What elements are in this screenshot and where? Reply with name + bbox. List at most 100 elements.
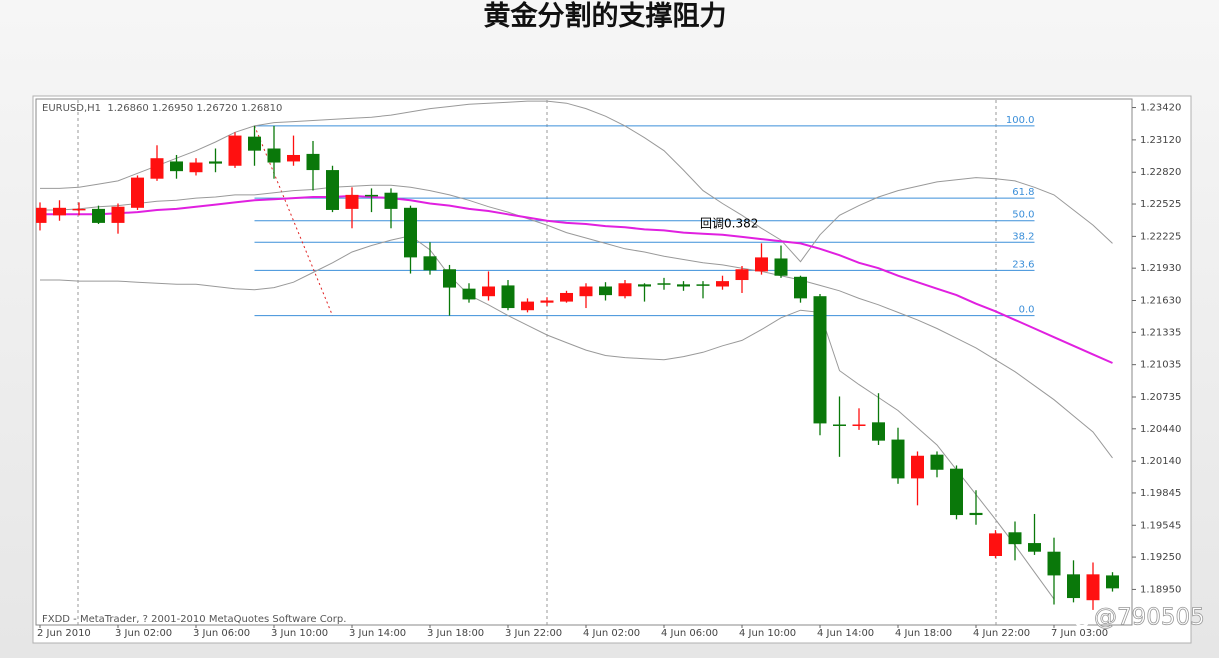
- y-tick-label: 1.18950: [1140, 584, 1181, 595]
- y-tick-label: 1.21335: [1140, 327, 1181, 338]
- candle-body: [677, 284, 690, 287]
- x-tick-label: 4 Jun 10:00: [739, 628, 796, 639]
- x-tick-label: 7 Jun 03:00: [1051, 628, 1108, 639]
- candle-body: [111, 206, 125, 223]
- x-tick-label: 3 Jun 10:00: [271, 628, 328, 639]
- candle-body: [189, 162, 203, 173]
- x-tick-label: 4 Jun 14:00: [817, 628, 874, 639]
- x-tick-label: 3 Jun 06:00: [193, 628, 250, 639]
- x-tick-label: 4 Jun 18:00: [895, 628, 952, 639]
- candle-body: [131, 177, 144, 208]
- fib-level-label: 23.6: [1012, 259, 1034, 270]
- fib-level-label: 61.8: [1012, 187, 1034, 198]
- x-tick-label: 3 Jun 02:00: [115, 628, 172, 639]
- candle-body: [657, 283, 671, 285]
- fib-trendline: [254, 125, 333, 316]
- y-tick-label: 1.20440: [1140, 424, 1181, 435]
- y-tick-label: 1.19845: [1140, 488, 1181, 499]
- candle-body: [989, 533, 1002, 557]
- candle-body: [930, 454, 944, 470]
- candle-body: [53, 207, 66, 216]
- x-tick-label: 4 Jun 22:00: [973, 628, 1030, 639]
- candle-body: [482, 286, 495, 297]
- candle-body: [891, 439, 905, 479]
- indicator-line: [40, 235, 1055, 600]
- axes: 1.23420 1.23120 1.22820 1.22525 1.22225 1.219…: [37, 103, 1181, 639]
- candle-body: [911, 455, 924, 479]
- indicator-line: [40, 194, 1113, 364]
- candle-body: [599, 286, 612, 296]
- candle-body: [423, 256, 437, 271]
- candle-body: [833, 424, 846, 426]
- candle-body: [813, 296, 827, 424]
- x-tick-label: 2 Jun 2010: [37, 628, 91, 639]
- candle-body: [462, 288, 476, 300]
- y-tick-label: 1.19545: [1140, 520, 1181, 531]
- candle-body: [560, 292, 573, 302]
- annotation: 回调0.382: [700, 217, 758, 231]
- candle-body: [696, 284, 710, 286]
- candle-body: [1028, 543, 1041, 552]
- candle-body: [872, 422, 885, 441]
- candle-body: [365, 194, 378, 197]
- candle-body: [950, 468, 963, 516]
- candle-body: [345, 194, 359, 209]
- candle-body: [384, 192, 398, 209]
- x-tick-label: 4 Jun 02:00: [583, 628, 640, 639]
- candle-body: [209, 161, 222, 164]
- candle-body: [755, 257, 768, 272]
- candle-body: [287, 154, 300, 162]
- plot-area: 100.0 61.8 50.0 38.2 23.6 0.0: [36, 100, 1119, 610]
- candle-body: [1008, 532, 1022, 545]
- candle-body: [248, 136, 261, 151]
- y-tick-label: 1.22820: [1140, 167, 1181, 178]
- fib-level-label: 38.2: [1012, 231, 1034, 242]
- y-tick-label: 1.23120: [1140, 135, 1181, 146]
- candle-body: [540, 300, 554, 303]
- fib-level-label: 100.0: [1006, 115, 1035, 126]
- candle-body: [716, 281, 729, 287]
- candle-body: [404, 207, 417, 258]
- indicator-line: [40, 100, 1113, 263]
- y-tick-label: 1.21035: [1140, 360, 1181, 371]
- y-tick-label: 1.21930: [1140, 263, 1181, 274]
- x-tick-label: 4 Jun 06:00: [661, 628, 718, 639]
- candle-body: [228, 135, 242, 166]
- candle-body: [969, 512, 983, 516]
- x-tick-label: 3 Jun 22:00: [505, 628, 562, 639]
- candle-body: [521, 301, 534, 311]
- y-tick-label: 1.23420: [1140, 103, 1181, 114]
- chart-footer: FXDD - MetaTrader, ? 2001-2010 MetaQuote…: [42, 614, 346, 625]
- candle-body: [92, 208, 105, 223]
- watermark: @790505: [1094, 605, 1205, 631]
- plot-frame: [35, 98, 1133, 626]
- candle-body: [326, 170, 339, 210]
- candle-body: [1106, 575, 1119, 589]
- x-tick-label: 3 Jun 18:00: [427, 628, 484, 639]
- candle-body: [618, 283, 632, 297]
- watermark-icon: [1073, 609, 1091, 627]
- chart-header: EURUSD,H1 1.26860 1.26950 1.26720 1.2681…: [42, 103, 282, 114]
- indicator-line: [40, 184, 1113, 459]
- candle-body: [852, 424, 866, 426]
- candle-body: [150, 158, 164, 179]
- y-tick-label: 1.21630: [1140, 296, 1181, 307]
- candle-body: [1067, 574, 1080, 599]
- candle-body: [638, 284, 651, 287]
- candle-body: [1086, 574, 1100, 601]
- candle-body: [579, 286, 593, 297]
- candle-body: [306, 153, 320, 171]
- candle-body: [36, 207, 47, 223]
- x-tick-label: 3 Jun 14:00: [349, 628, 406, 639]
- y-tick-label: 1.20140: [1140, 456, 1181, 467]
- candle-body: [501, 285, 515, 309]
- slide-title: 黄金分割的支撑阻力: [484, 0, 727, 31]
- fib-level-label: 0.0: [1019, 305, 1035, 316]
- candle-body: [443, 269, 456, 288]
- fib-level-label: 50.0: [1012, 210, 1034, 221]
- candle-body: [1047, 551, 1061, 576]
- y-tick-label: 1.20735: [1140, 392, 1181, 403]
- candle-body: [267, 148, 281, 163]
- candle-body: [170, 161, 183, 172]
